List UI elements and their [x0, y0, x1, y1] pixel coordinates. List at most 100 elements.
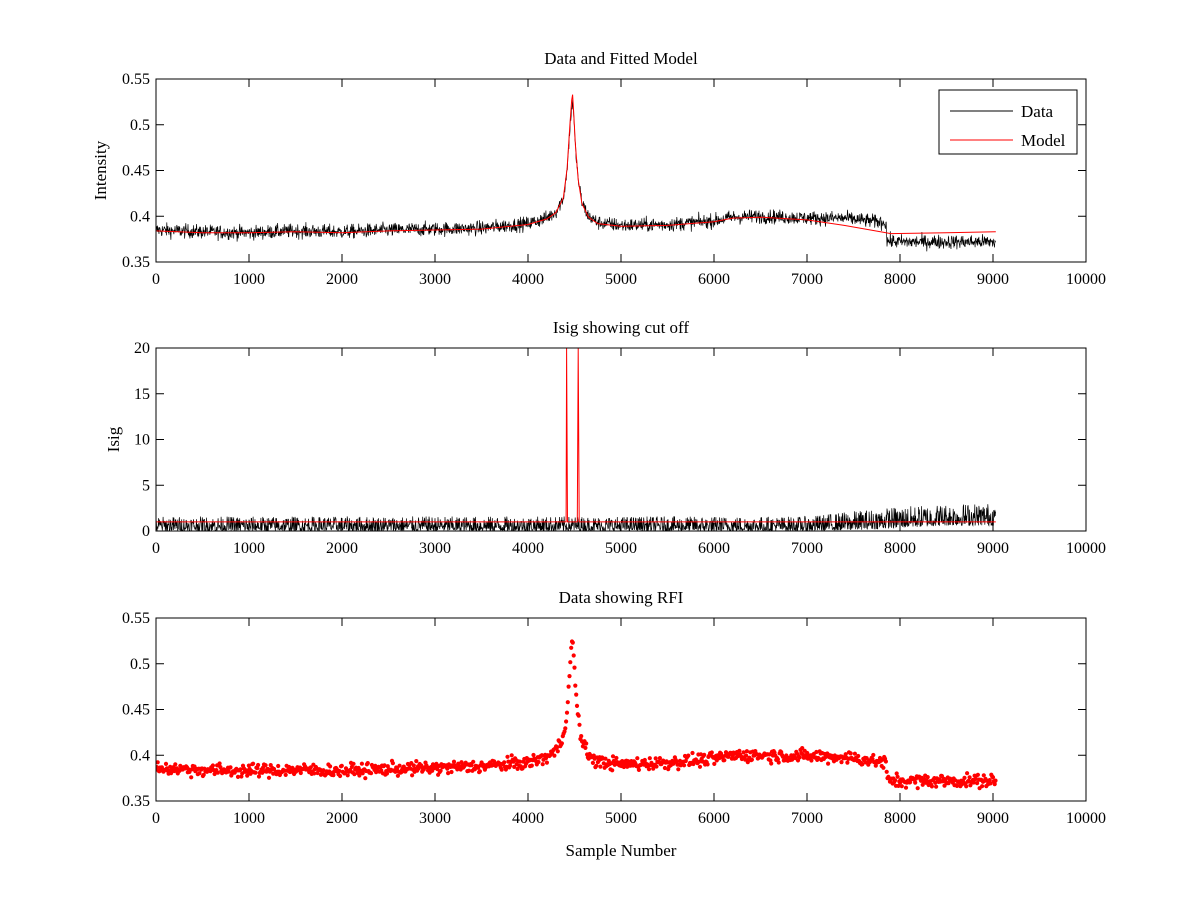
subplot-middle: 0 1000 2000 3000 4000 5000 6000 7000 8000 9000 100… — [104, 318, 1106, 557]
rfi-point — [647, 756, 652, 761]
rfi-point — [351, 761, 356, 766]
y-tick-label: 0.4 — [130, 208, 150, 225]
rfi-point — [529, 763, 534, 768]
rfi-point — [683, 758, 688, 764]
rfi-point — [744, 753, 749, 758]
rfi-point — [852, 751, 858, 756]
rfi-point — [552, 753, 557, 758]
rfi-point — [567, 674, 572, 679]
rfi-point — [201, 772, 206, 777]
rfi-point — [962, 775, 967, 781]
rfi-point — [251, 761, 256, 766]
x-tick-label: 4000 — [512, 540, 544, 557]
rfi-point — [328, 764, 333, 769]
rfi-point — [308, 765, 313, 770]
x-tick-label: 8000 — [884, 810, 916, 827]
y-tick-label: 5 — [142, 477, 150, 494]
rfi-point — [744, 749, 750, 754]
rfi-point — [767, 752, 772, 757]
rfi-point — [826, 761, 831, 766]
x-tick-label: 2000 — [326, 271, 358, 288]
rfi-point — [568, 660, 573, 665]
rfi-point — [896, 783, 901, 789]
rfi-point — [705, 762, 710, 767]
rfi-point — [395, 773, 400, 778]
rfi-point — [469, 763, 474, 768]
rfi-point — [338, 773, 343, 779]
rfi-point — [594, 763, 599, 769]
rfi-point — [646, 767, 652, 772]
rfi-point — [894, 771, 899, 776]
rfi-point — [218, 765, 223, 770]
rfi-point — [256, 774, 262, 779]
x-tick-label: 1000 — [233, 540, 265, 557]
rfi-point — [576, 713, 581, 718]
x-tick-label: 2000 — [326, 810, 358, 827]
rfi-point — [382, 763, 387, 768]
rfi-point — [266, 775, 272, 780]
rfi-point — [654, 764, 659, 769]
rfi-point — [988, 781, 993, 786]
y-tick-label: 0.45 — [122, 163, 150, 180]
x-tick-label: 0 — [152, 540, 160, 557]
rfi-point — [925, 775, 930, 780]
y-tick-label: 0.55 — [122, 610, 150, 627]
rfi-point — [967, 775, 972, 780]
rfi-point — [769, 761, 774, 766]
rfi-point — [363, 776, 368, 781]
rfi-point — [564, 719, 569, 724]
x-tick-label: 0 — [152, 810, 160, 827]
rfi-point — [749, 757, 755, 762]
rfi-point — [359, 761, 364, 766]
rfi-point — [163, 761, 169, 767]
rfi-point — [993, 778, 998, 783]
rfi-point — [565, 700, 570, 705]
y-tick-label: 15 — [134, 386, 150, 403]
rfi-point — [603, 756, 608, 761]
rfi-point — [352, 772, 357, 777]
x-tick-label: 2000 — [326, 540, 358, 557]
rfi-point — [839, 760, 844, 765]
rfi-point — [814, 749, 819, 755]
plot-area-bottom — [156, 639, 998, 791]
y-tick-label: 0.35 — [122, 793, 150, 810]
rfi-point — [395, 766, 400, 771]
rfi-point — [345, 773, 350, 778]
rfi-point — [809, 758, 814, 763]
rfi-point — [215, 770, 220, 775]
chart-title: Data showing RFI — [559, 588, 684, 607]
rfi-point — [451, 759, 457, 764]
rfi-point — [360, 771, 365, 776]
rfi-point — [508, 763, 513, 768]
rfi-point — [908, 780, 913, 785]
rfi-point — [691, 761, 696, 767]
rfi-point — [563, 726, 568, 731]
rfi-point — [741, 750, 746, 755]
rfi-point — [583, 745, 588, 751]
rfi-point — [871, 752, 876, 758]
rfi-point — [210, 763, 215, 768]
x-tick-label: 10000 — [1066, 540, 1106, 557]
rfi-point — [800, 746, 805, 751]
x-tick-label: 3000 — [419, 810, 451, 827]
rfi-point — [590, 760, 596, 766]
legend: Data Model — [938, 89, 1078, 155]
rfi-point — [540, 762, 545, 767]
rfi-point — [621, 764, 627, 770]
rfi-point — [321, 768, 326, 773]
rfi-point — [357, 773, 362, 778]
rfi-point — [601, 761, 606, 766]
rfi-point — [298, 770, 303, 776]
rfi-point — [579, 734, 584, 739]
rfi-point — [228, 765, 233, 770]
rfi-point — [873, 763, 878, 768]
rfi-point — [239, 774, 244, 779]
rfi-point — [954, 783, 960, 789]
x-tick-label: 10000 — [1066, 271, 1106, 288]
rfi-point — [980, 784, 985, 789]
rfi-point — [276, 763, 281, 769]
x-tick-label: 5000 — [605, 810, 637, 827]
rfi-point — [845, 760, 850, 765]
rfi-point — [662, 765, 668, 771]
rfi-point — [564, 710, 570, 715]
